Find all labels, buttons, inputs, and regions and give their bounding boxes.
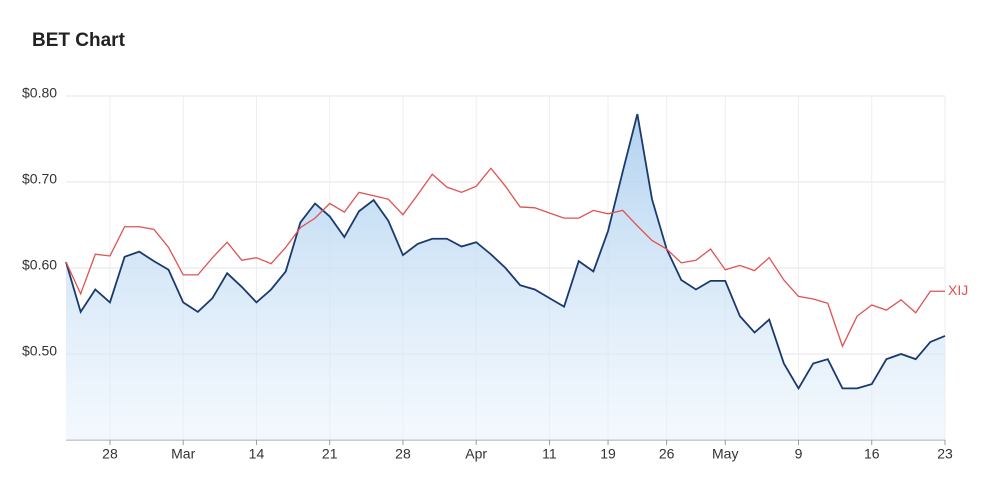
x-tick-label: Mar bbox=[171, 446, 195, 462]
y-tick-label: $0.80 bbox=[22, 85, 57, 101]
line bbox=[65, 113, 946, 391]
x-tick-label: 14 bbox=[249, 446, 265, 462]
x-tick-label: 9 bbox=[795, 446, 803, 462]
x-tick-label: Apr bbox=[465, 446, 487, 462]
x-tick-label: 16 bbox=[864, 446, 880, 462]
x-tick-label: 11 bbox=[542, 446, 557, 462]
x-tick-label: 26 bbox=[659, 446, 675, 462]
line bbox=[65, 167, 945, 348]
series-label: XIJ bbox=[948, 282, 968, 298]
x-tick-label: 28 bbox=[395, 446, 411, 462]
y-tick-label: $0.70 bbox=[22, 171, 57, 187]
x-tick-label: 21 bbox=[322, 446, 338, 462]
x-tick-label: 19 bbox=[600, 446, 616, 462]
x-tick-label: 28 bbox=[102, 446, 118, 462]
chart-title: BET Chart bbox=[32, 30, 126, 51]
area bbox=[66, 114, 945, 440]
y-tick-label: $0.50 bbox=[22, 343, 57, 359]
x-tick-label: 23 bbox=[937, 446, 953, 462]
y-tick-label: $0.60 bbox=[22, 257, 57, 273]
x-tick-label: May bbox=[712, 446, 738, 462]
